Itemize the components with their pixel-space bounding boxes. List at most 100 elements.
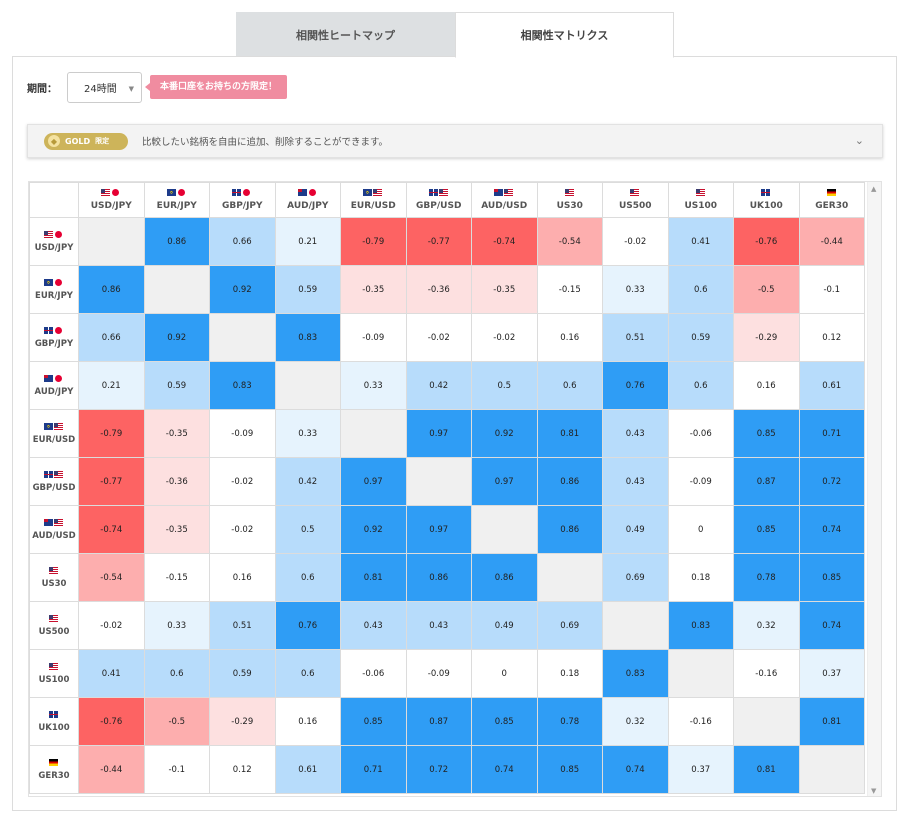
correlation-cell[interactable]: 0.69 <box>602 553 669 602</box>
correlation-cell[interactable]: 0.83 <box>667 601 734 650</box>
correlation-cell[interactable]: 0.32 <box>602 697 669 746</box>
correlation-cell[interactable]: 0.92 <box>143 313 210 362</box>
correlation-cell[interactable]: 0.59 <box>209 649 276 698</box>
correlation-cell[interactable]: 0.6 <box>143 649 210 698</box>
correlation-cell[interactable]: 0.85 <box>798 553 865 602</box>
correlation-cell[interactable]: 0.74 <box>798 601 865 650</box>
correlation-cell[interactable]: -0.76 <box>78 697 145 746</box>
correlation-cell[interactable]: 0.81 <box>798 697 865 746</box>
correlation-cell[interactable]: -0.02 <box>78 601 145 650</box>
correlation-cell[interactable]: -0.36 <box>405 265 472 314</box>
correlation-cell[interactable]: 0.16 <box>536 313 603 362</box>
correlation-cell[interactable]: 0.6 <box>274 553 341 602</box>
correlation-cell[interactable]: 0.69 <box>536 601 603 650</box>
correlation-cell[interactable]: 0.86 <box>405 553 472 602</box>
correlation-cell[interactable]: -0.02 <box>471 313 538 362</box>
correlation-cell[interactable]: -0.02 <box>405 313 472 362</box>
correlation-cell[interactable]: 0.41 <box>78 649 145 698</box>
correlation-cell[interactable]: 0.87 <box>405 697 472 746</box>
correlation-cell[interactable]: 0.42 <box>405 361 472 410</box>
correlation-cell[interactable]: 0.86 <box>78 265 145 314</box>
correlation-cell[interactable]: -0.35 <box>340 265 407 314</box>
correlation-cell[interactable]: 0.81 <box>536 409 603 458</box>
correlation-cell[interactable]: 0.5 <box>274 505 341 554</box>
correlation-cell[interactable]: -0.16 <box>733 649 800 698</box>
correlation-cell[interactable]: 0.59 <box>274 265 341 314</box>
correlation-cell[interactable]: -0.74 <box>471 217 538 266</box>
correlation-cell[interactable]: -0.35 <box>471 265 538 314</box>
correlation-cell[interactable]: -0.06 <box>667 409 734 458</box>
correlation-cell[interactable]: 0.74 <box>471 745 538 794</box>
correlation-cell[interactable]: 0.43 <box>405 601 472 650</box>
correlation-cell[interactable]: 0.85 <box>733 409 800 458</box>
correlation-cell[interactable]: 0.76 <box>602 361 669 410</box>
correlation-cell[interactable]: 0.21 <box>78 361 145 410</box>
correlation-cell[interactable]: 0.85 <box>340 697 407 746</box>
correlation-cell[interactable]: -0.54 <box>536 217 603 266</box>
correlation-cell[interactable]: 0.33 <box>602 265 669 314</box>
correlation-cell[interactable]: -0.44 <box>798 217 865 266</box>
correlation-cell[interactable]: 0.92 <box>340 505 407 554</box>
correlation-cell[interactable]: 0.43 <box>340 601 407 650</box>
correlation-cell[interactable]: -0.29 <box>209 697 276 746</box>
correlation-cell[interactable]: -0.09 <box>340 313 407 362</box>
correlation-cell[interactable]: 0.78 <box>733 553 800 602</box>
correlation-cell[interactable]: 0.21 <box>274 217 341 266</box>
matrix-scrollbar[interactable]: ▲ ▼ <box>867 182 881 796</box>
correlation-cell[interactable]: -0.35 <box>143 505 210 554</box>
correlation-cell[interactable]: 0.12 <box>798 313 865 362</box>
correlation-cell[interactable]: 0.59 <box>667 313 734 362</box>
correlation-cell[interactable]: 0.86 <box>143 217 210 266</box>
correlation-cell[interactable]: 0.43 <box>602 457 669 506</box>
correlation-cell[interactable]: -0.02 <box>209 505 276 554</box>
correlation-cell[interactable]: 0.16 <box>733 361 800 410</box>
correlation-cell[interactable]: 0.49 <box>602 505 669 554</box>
correlation-cell[interactable]: -0.54 <box>78 553 145 602</box>
correlation-cell[interactable]: 0.97 <box>405 505 472 554</box>
correlation-cell[interactable]: -0.16 <box>667 697 734 746</box>
correlation-cell[interactable]: -0.09 <box>667 457 734 506</box>
correlation-cell[interactable]: 0.81 <box>733 745 800 794</box>
correlation-cell[interactable]: 0.49 <box>471 601 538 650</box>
correlation-cell[interactable]: 0.83 <box>602 649 669 698</box>
correlation-cell[interactable]: -0.1 <box>143 745 210 794</box>
correlation-cell[interactable]: -0.09 <box>209 409 276 458</box>
correlation-cell[interactable]: 0.87 <box>733 457 800 506</box>
correlation-cell[interactable]: -0.02 <box>209 457 276 506</box>
correlation-cell[interactable]: 0.74 <box>798 505 865 554</box>
gold-feature-bar[interactable]: ◆ GOLD 限定 比較したい銘柄を自由に追加、削除することができます。 ⌄ <box>27 124 883 158</box>
correlation-cell[interactable]: 0.81 <box>340 553 407 602</box>
correlation-cell[interactable]: 0.33 <box>274 409 341 458</box>
correlation-cell[interactable]: 0.83 <box>274 313 341 362</box>
correlation-cell[interactable]: -0.09 <box>405 649 472 698</box>
correlation-cell[interactable]: 0.18 <box>667 553 734 602</box>
correlation-cell[interactable]: 0.37 <box>798 649 865 698</box>
correlation-cell[interactable]: 0.32 <box>733 601 800 650</box>
correlation-cell[interactable]: 0.33 <box>143 601 210 650</box>
scroll-up-icon[interactable]: ▲ <box>871 185 877 193</box>
correlation-cell[interactable]: 0.42 <box>274 457 341 506</box>
correlation-cell[interactable]: 0.71 <box>340 745 407 794</box>
correlation-cell[interactable]: 0.6 <box>274 649 341 698</box>
correlation-cell[interactable]: 0.97 <box>471 457 538 506</box>
correlation-cell[interactable]: -0.74 <box>78 505 145 554</box>
correlation-cell[interactable]: 0.16 <box>274 697 341 746</box>
correlation-cell[interactable]: 0.6 <box>536 361 603 410</box>
correlation-cell[interactable]: 0.76 <box>274 601 341 650</box>
correlation-cell[interactable]: 0.51 <box>209 601 276 650</box>
correlation-cell[interactable]: 0.33 <box>340 361 407 410</box>
correlation-cell[interactable]: 0.41 <box>667 217 734 266</box>
tab-correlation-matrix[interactable]: 相関性マトリクス <box>455 12 674 58</box>
correlation-cell[interactable]: 0.71 <box>798 409 865 458</box>
correlation-cell[interactable]: -0.5 <box>733 265 800 314</box>
correlation-cell[interactable]: -0.77 <box>405 217 472 266</box>
correlation-cell[interactable]: 0.85 <box>733 505 800 554</box>
correlation-cell[interactable]: 0.85 <box>536 745 603 794</box>
correlation-cell[interactable]: -0.76 <box>733 217 800 266</box>
correlation-cell[interactable]: -0.06 <box>340 649 407 698</box>
correlation-cell[interactable]: -0.44 <box>78 745 145 794</box>
correlation-cell[interactable]: -0.02 <box>602 217 669 266</box>
correlation-cell[interactable]: 0.86 <box>536 505 603 554</box>
correlation-cell[interactable]: -0.79 <box>78 409 145 458</box>
correlation-cell[interactable]: 0.66 <box>209 217 276 266</box>
